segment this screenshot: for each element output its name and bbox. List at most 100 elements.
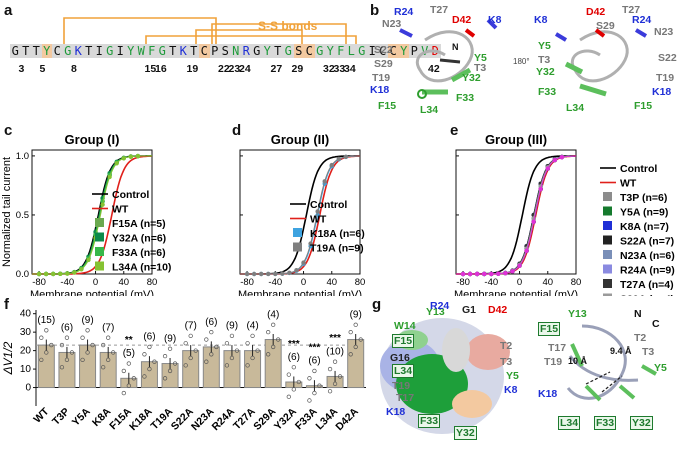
label-L34-r: L34 <box>558 416 581 430</box>
data-point <box>266 271 271 277</box>
residue-40: P <box>410 44 418 58</box>
residue-number: 32 <box>323 63 335 75</box>
y-tick-label: 30 <box>20 327 32 338</box>
residue-2: G <box>11 44 19 58</box>
data-point <box>460 271 466 277</box>
data-dot <box>358 337 363 342</box>
data-dot <box>229 355 235 361</box>
structure-panel-g: Y13 G1 D42 W14 R24 F15 G16 L34 T19 T17 K… <box>372 296 685 446</box>
data-dot <box>183 341 188 346</box>
bar <box>347 339 365 389</box>
data-dot <box>49 342 54 348</box>
fit-curve <box>240 155 360 275</box>
data-point <box>552 157 558 163</box>
legend-label: Control <box>112 189 149 201</box>
data-dot <box>229 333 235 338</box>
label-C-g: C <box>652 318 660 330</box>
data-dot <box>286 372 291 377</box>
data-dot <box>152 359 157 364</box>
data-dot <box>286 394 291 399</box>
x-axis-label: Membrane potential (mV) <box>238 289 362 296</box>
data-point <box>517 263 522 268</box>
residue-10: I <box>95 44 103 58</box>
label-N23-r: N23 <box>654 26 674 38</box>
data-dot <box>188 355 193 361</box>
data-dot <box>142 352 147 357</box>
label-Y32: Y32 <box>462 72 481 84</box>
data-dot <box>266 330 271 335</box>
category-label: Y5A <box>70 405 93 428</box>
residue-number: 42 <box>428 63 440 75</box>
residue-6: C <box>53 44 61 58</box>
label-F15-r: F15 <box>634 100 653 112</box>
residue-37: C <box>379 44 387 58</box>
data-dot <box>276 337 281 342</box>
fit-curve <box>456 155 576 275</box>
data-dot <box>332 381 338 386</box>
data-dot <box>204 337 209 342</box>
x-tick-label: 0 <box>517 277 522 288</box>
residue-39: Y <box>398 44 409 58</box>
residue-21: P <box>211 44 219 58</box>
label-T27: T27 <box>430 4 449 16</box>
n-label: (7) <box>102 322 114 333</box>
label-L34-g: L34 <box>392 364 415 378</box>
data-point <box>65 271 70 276</box>
data-point <box>315 209 320 214</box>
residue-number: 3 <box>18 63 25 75</box>
data-dot <box>327 389 333 394</box>
data-point <box>538 186 543 192</box>
residue-number: 19 <box>186 63 199 75</box>
label-K18-r: K18 <box>652 86 672 98</box>
residue-number: 22 <box>218 63 230 75</box>
label-K8: K8 <box>488 14 502 26</box>
legend-label: S29A (n=4) <box>620 294 674 297</box>
bar <box>79 344 97 389</box>
label-Y5-r: Y5 <box>538 40 551 52</box>
label-R24: R24 <box>394 6 414 18</box>
data-point <box>559 155 565 160</box>
label-T27-r: T27 <box>622 4 641 16</box>
legend-label: Control <box>310 199 347 211</box>
x-tick-label: 80 <box>355 277 366 288</box>
x-tick-label: -80 <box>240 277 254 288</box>
data-dot <box>204 359 209 364</box>
plot-frame <box>455 149 577 275</box>
label-R24-g2: R24 <box>430 300 450 312</box>
data-dot <box>167 368 173 374</box>
delta-v-half-bar-chart: 010203040ΔV1/2(15)WT(6)T3P(9)Y5A(7)K8A(5… <box>1 309 366 433</box>
data-dot <box>106 357 111 362</box>
label-T3-r: T3 <box>538 54 551 66</box>
data-point <box>135 153 141 159</box>
data-dot <box>348 330 353 335</box>
data-dot <box>162 376 168 381</box>
data-dot <box>162 354 168 359</box>
fit-curve <box>456 155 576 275</box>
label-K18-r: K18 <box>538 388 558 400</box>
residue-19: T <box>190 44 198 58</box>
legend-marker <box>603 221 612 230</box>
data-dot <box>90 342 95 348</box>
label-D42-r: D42 <box>586 6 606 18</box>
legend-marker <box>293 228 302 237</box>
data-dot <box>80 357 85 362</box>
data-dot <box>312 368 317 374</box>
n-label: (6) <box>205 317 217 328</box>
label-G1: G1 <box>462 304 477 316</box>
y-tick-label: 40 <box>20 309 32 320</box>
label-F33-g: F33 <box>418 414 441 428</box>
residue-28: G <box>284 44 292 58</box>
label-F15-g: F15 <box>392 334 415 348</box>
data-dot <box>291 365 296 370</box>
n-label: (6) <box>308 356 320 367</box>
legend-label: WT <box>310 214 327 226</box>
data-point <box>100 202 105 207</box>
rotation-label: 180° <box>513 57 530 66</box>
data-point <box>43 271 49 277</box>
label-F33-r: F33 <box>538 86 557 98</box>
bar <box>202 346 220 389</box>
legend-marker <box>95 232 104 242</box>
residue-38: C <box>388 44 399 58</box>
label-N23: N23 <box>382 18 402 30</box>
data-dot <box>224 341 230 346</box>
